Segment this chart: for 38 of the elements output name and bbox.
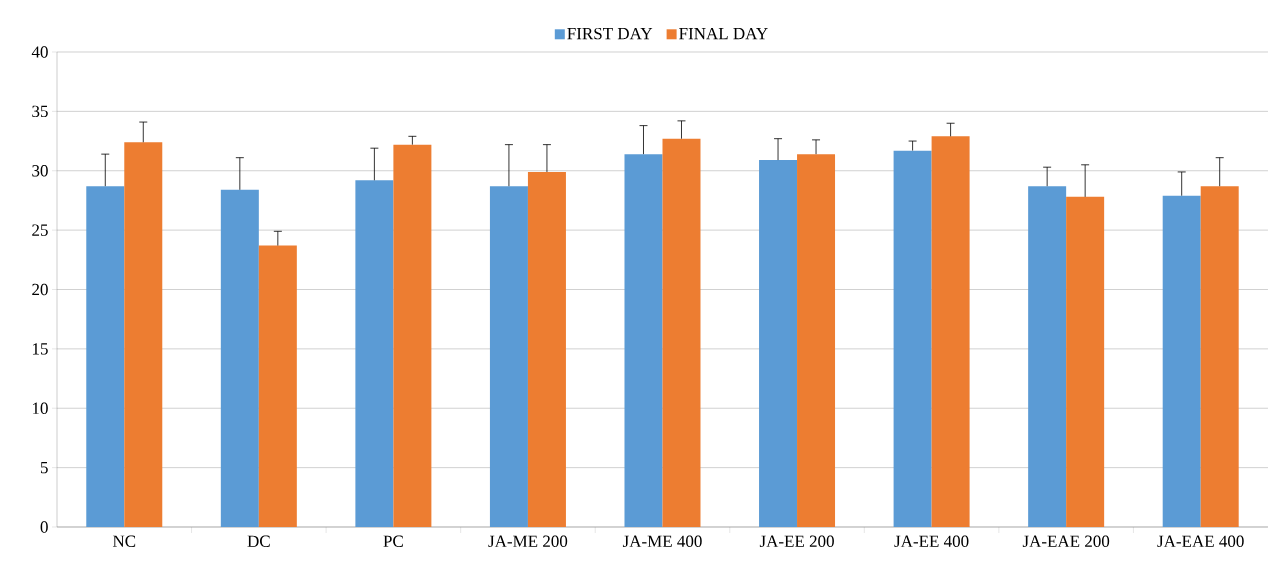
x-tick-label: JA-ME 200 xyxy=(488,535,568,548)
x-tick-label: JA-EAE 200 xyxy=(1022,535,1110,548)
bar xyxy=(527,171,566,527)
y-tick-label: 20 xyxy=(32,283,48,296)
bar xyxy=(931,136,970,527)
y-tick-label: 10 xyxy=(32,402,48,414)
bar xyxy=(1162,195,1201,527)
bar xyxy=(797,154,836,527)
bar xyxy=(86,186,125,527)
legend-label: FIRST DAY xyxy=(567,27,653,40)
y-tick-label: 35 xyxy=(32,105,48,118)
bar xyxy=(220,189,259,527)
bar xyxy=(893,150,932,527)
y-tick-label: 0 xyxy=(40,521,48,533)
y-tick-label: 25 xyxy=(32,224,48,236)
x-tick-label: JA-ME 400 xyxy=(622,535,702,548)
x-tick-label: NC xyxy=(112,535,136,547)
bar xyxy=(355,180,394,527)
bar xyxy=(489,186,528,527)
x-tick-label: JA-EAE 400 xyxy=(1157,535,1244,548)
bar xyxy=(1028,186,1067,527)
x-tick-label: DC xyxy=(247,535,270,547)
y-tick-label: 30 xyxy=(32,165,48,177)
bar xyxy=(258,245,297,527)
y-tick-label: 15 xyxy=(32,343,48,355)
bar xyxy=(393,144,432,527)
y-tick-label: 40 xyxy=(31,46,48,58)
x-tick-label: JA-EE 200 xyxy=(759,535,834,548)
legend-label: FINAL DAY xyxy=(679,27,768,40)
y-tick-label: 5 xyxy=(40,461,48,474)
bar xyxy=(1066,196,1105,527)
bar xyxy=(759,160,798,527)
x-tick-label: JA-EE 400 xyxy=(894,535,969,548)
bar xyxy=(624,154,663,527)
bar xyxy=(1200,186,1239,527)
x-tick-label: PC xyxy=(383,535,403,547)
bar xyxy=(662,138,701,527)
bar xyxy=(124,142,163,527)
